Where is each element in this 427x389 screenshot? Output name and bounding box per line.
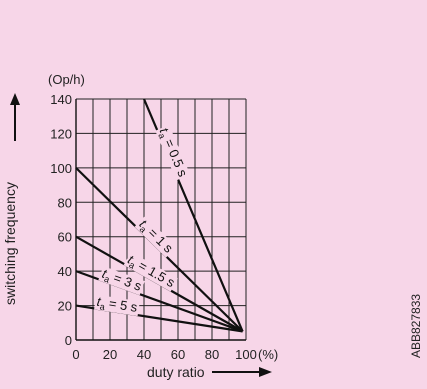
x-tick-label: 60 [171, 347, 185, 362]
y-arrow-head [10, 93, 20, 105]
x-axis-arrow [212, 367, 272, 377]
x-tick-label: 20 [103, 347, 117, 362]
curve-label-background [123, 251, 179, 292]
y-tick-label: 140 [50, 92, 72, 107]
y-tick-label: 20 [58, 299, 72, 314]
curve-label-background [134, 216, 177, 258]
tick-labels: 0 20 40 60 80 100 120 140 0 20 40 60 80 100 [50, 92, 257, 362]
y-tick-label: 80 [58, 195, 72, 210]
y-tick-label: 0 [65, 333, 72, 348]
curve-label-background [98, 266, 145, 296]
curve-label-background [94, 294, 140, 317]
x-tick-label: 40 [137, 347, 151, 362]
y-tick-label: 40 [58, 264, 72, 279]
curve-label-background [155, 124, 191, 181]
y-axis-arrow [10, 93, 20, 141]
document-code: ABB827833 [409, 294, 423, 358]
curve-label-1: ta = 0.5 s [155, 124, 191, 181]
x-tick-label: 0 [72, 347, 79, 362]
y-tick-label: 120 [50, 126, 72, 141]
y-tick-label: 100 [50, 161, 72, 176]
curve-labels: ta = 0.5 sta = 1 sta = 1.5 sta = 3 sta =… [94, 124, 191, 317]
x-axis-label: duty ratio [147, 364, 205, 380]
curve-label-5: ta = 5 s [94, 294, 140, 317]
chart-axes [75, 99, 246, 341]
x-tick-label: 100 [235, 347, 257, 362]
y-tick-label: 60 [58, 230, 72, 245]
y-axis-unit: (Op/h) [48, 72, 85, 87]
x-axis-unit: (%) [258, 347, 278, 362]
y-axis-label: switching frequency [2, 182, 18, 305]
x-tick-label: 80 [205, 347, 219, 362]
x-arrow-head [259, 367, 272, 377]
curve-label-text: ta = 5 s [96, 294, 139, 317]
